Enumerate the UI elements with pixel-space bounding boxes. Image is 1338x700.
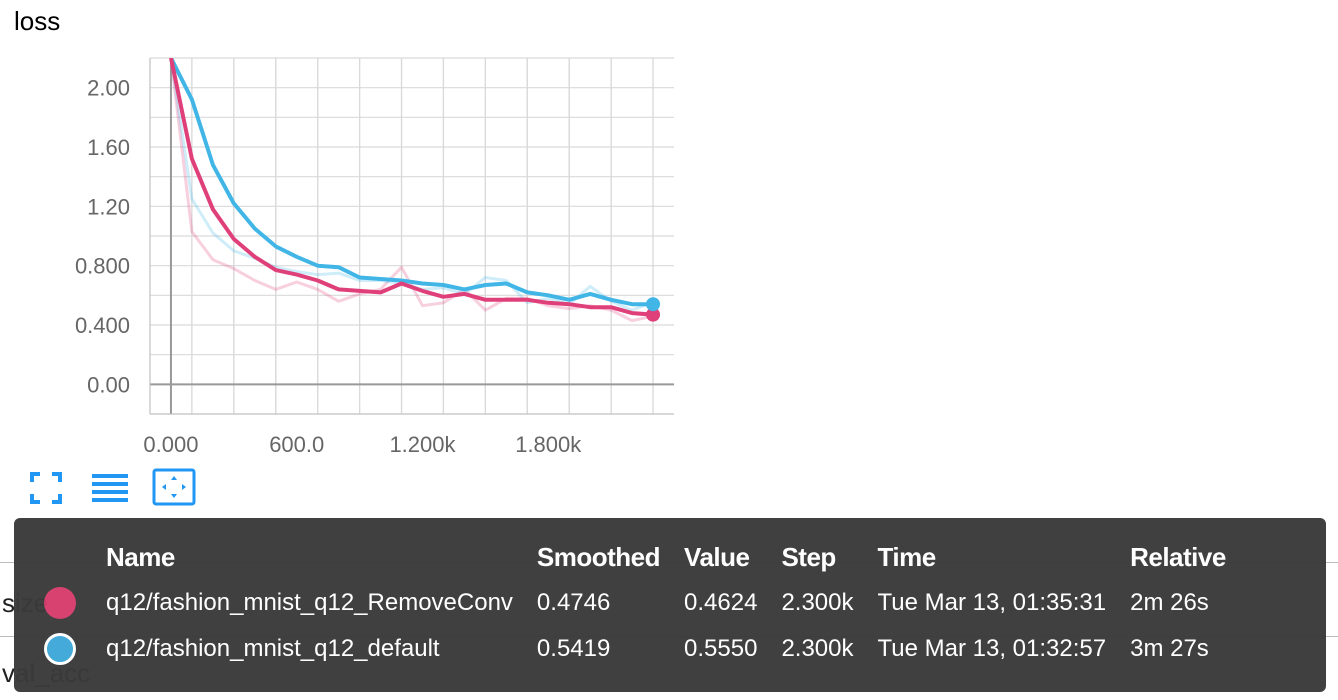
row-name: q12/fashion_mnist_q12_RemoveConv [106, 589, 513, 616]
y-tick-label: 1.60 [87, 135, 130, 160]
series-end-marker [646, 307, 661, 322]
header-name: Name [106, 541, 175, 572]
series-lines [169, 58, 654, 323]
y-tick-label: 0.400 [75, 313, 130, 338]
header-swatch [14, 534, 78, 580]
header-step: Step [781, 541, 836, 572]
chart-title: loss [14, 6, 61, 36]
y-tick-label: 2.00 [87, 76, 130, 101]
series-smoothed-line [169, 58, 653, 307]
grid [149, 57, 674, 415]
fullscreen-button[interactable] [28, 470, 68, 510]
series-swatch [14, 626, 78, 672]
x-tick-label: 0.000 [143, 432, 198, 457]
header-smoothed: Smoothed [536, 541, 661, 572]
row-value: 0.5550 [684, 635, 758, 662]
row-step: 2.300k [781, 635, 854, 662]
series-markers [646, 297, 661, 322]
row-step: 2.300k [781, 589, 854, 616]
y-tick-label: 0.800 [75, 254, 130, 279]
row-relative: 2m 26s [1130, 589, 1209, 616]
y-tick-label: 1.20 [87, 194, 130, 219]
row-smoothed: 0.4746 [536, 589, 611, 616]
series-smoothed-line [169, 58, 654, 317]
x-tick-label: 600.0 [269, 432, 324, 457]
swatch-dot [44, 587, 76, 619]
series-end-marker [646, 297, 661, 312]
row-relative: 3m 27s [1130, 635, 1209, 662]
swatch-dot [44, 633, 76, 665]
tooltip-table: Name Smoothed Value Step Time Relative q… [14, 534, 1238, 672]
fit-domain-icon [152, 468, 196, 506]
row-name: q12/fashion_mnist_q12_default [106, 635, 440, 662]
tooltip: Name Smoothed Value Step Time Relative q… [14, 518, 1326, 692]
fullscreen-icon [30, 472, 62, 504]
loss-chart[interactable]: 2.00 1.60 1.20 0.800 0.400 0.00 0.000 600.0 1.20… [0, 0, 700, 470]
series-swatch [14, 580, 78, 626]
tick-labels: 2.00 1.60 1.20 0.800 0.400 0.00 0.000 600.0 1.20… [75, 76, 582, 457]
tooltip-header-row: Name Smoothed Value Step Time Relative [14, 534, 1238, 580]
x-tick-label: 1.800k [515, 432, 582, 457]
header-relative: Relative [1130, 541, 1226, 572]
x-tick-label: 1.200k [389, 432, 456, 457]
toggle-data-button[interactable] [90, 470, 130, 510]
row-smoothed: 0.5419 [536, 635, 611, 662]
tooltip-row: q12/fashion_mnist_q12_RemoveConv 0.4746 … [14, 580, 1238, 626]
row-time: Tue Mar 13, 01:35:31 [877, 589, 1107, 616]
list-icon [92, 474, 128, 502]
header-value: Value [684, 541, 750, 572]
fit-domain-button[interactable] [152, 468, 196, 508]
axes [149, 58, 674, 415]
row-value: 0.4624 [684, 589, 758, 616]
y-tick-label: 0.00 [87, 372, 130, 397]
tooltip-row: q12/fashion_mnist_q12_default 0.5419 0.5… [14, 626, 1238, 672]
row-time: Tue Mar 13, 01:32:57 [877, 635, 1107, 662]
header-time: Time [877, 541, 937, 572]
